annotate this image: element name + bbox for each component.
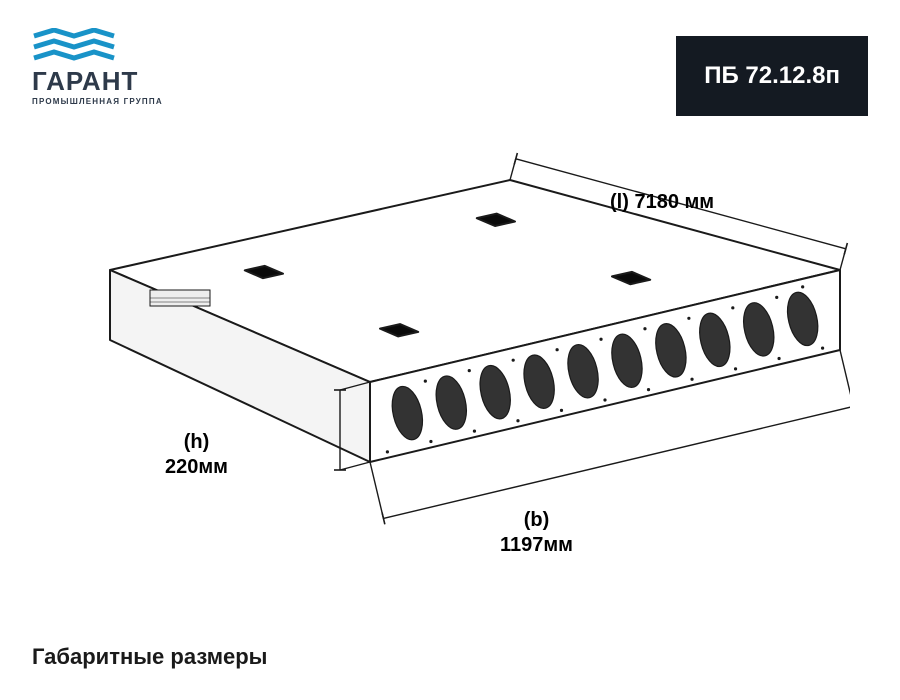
dimensional-diagram: (l) 7180 мм (h) 220мм (b) 1197мм (50, 150, 850, 600)
slab-drawing (50, 150, 850, 600)
dim-width-symbol: (b) (500, 508, 573, 533)
brand-subtitle: ПРОМЫШЛЕННАЯ ГРУППА (32, 97, 163, 106)
brand-logo: ГАРАНТ ПРОМЫШЛЕННАЯ ГРУППА (32, 28, 163, 106)
logo-waves-icon (32, 28, 116, 62)
dim-length-label: (l) 7180 мм (610, 190, 714, 215)
dim-length-symbol: (l) (610, 191, 629, 213)
dim-height-label: (h) 220мм (165, 430, 228, 480)
product-code-badge: ПБ 72.12.8п (676, 36, 868, 116)
dim-width-value: 1197мм (500, 533, 573, 558)
diagram-caption: Габаритные размеры (32, 644, 267, 670)
dim-height-value: 220мм (165, 455, 228, 480)
dim-height-symbol: (h) (165, 430, 228, 455)
dim-width-label: (b) 1197мм (500, 508, 573, 558)
dim-length-value: 7180 мм (634, 191, 714, 213)
brand-name: ГАРАНТ (32, 66, 163, 97)
